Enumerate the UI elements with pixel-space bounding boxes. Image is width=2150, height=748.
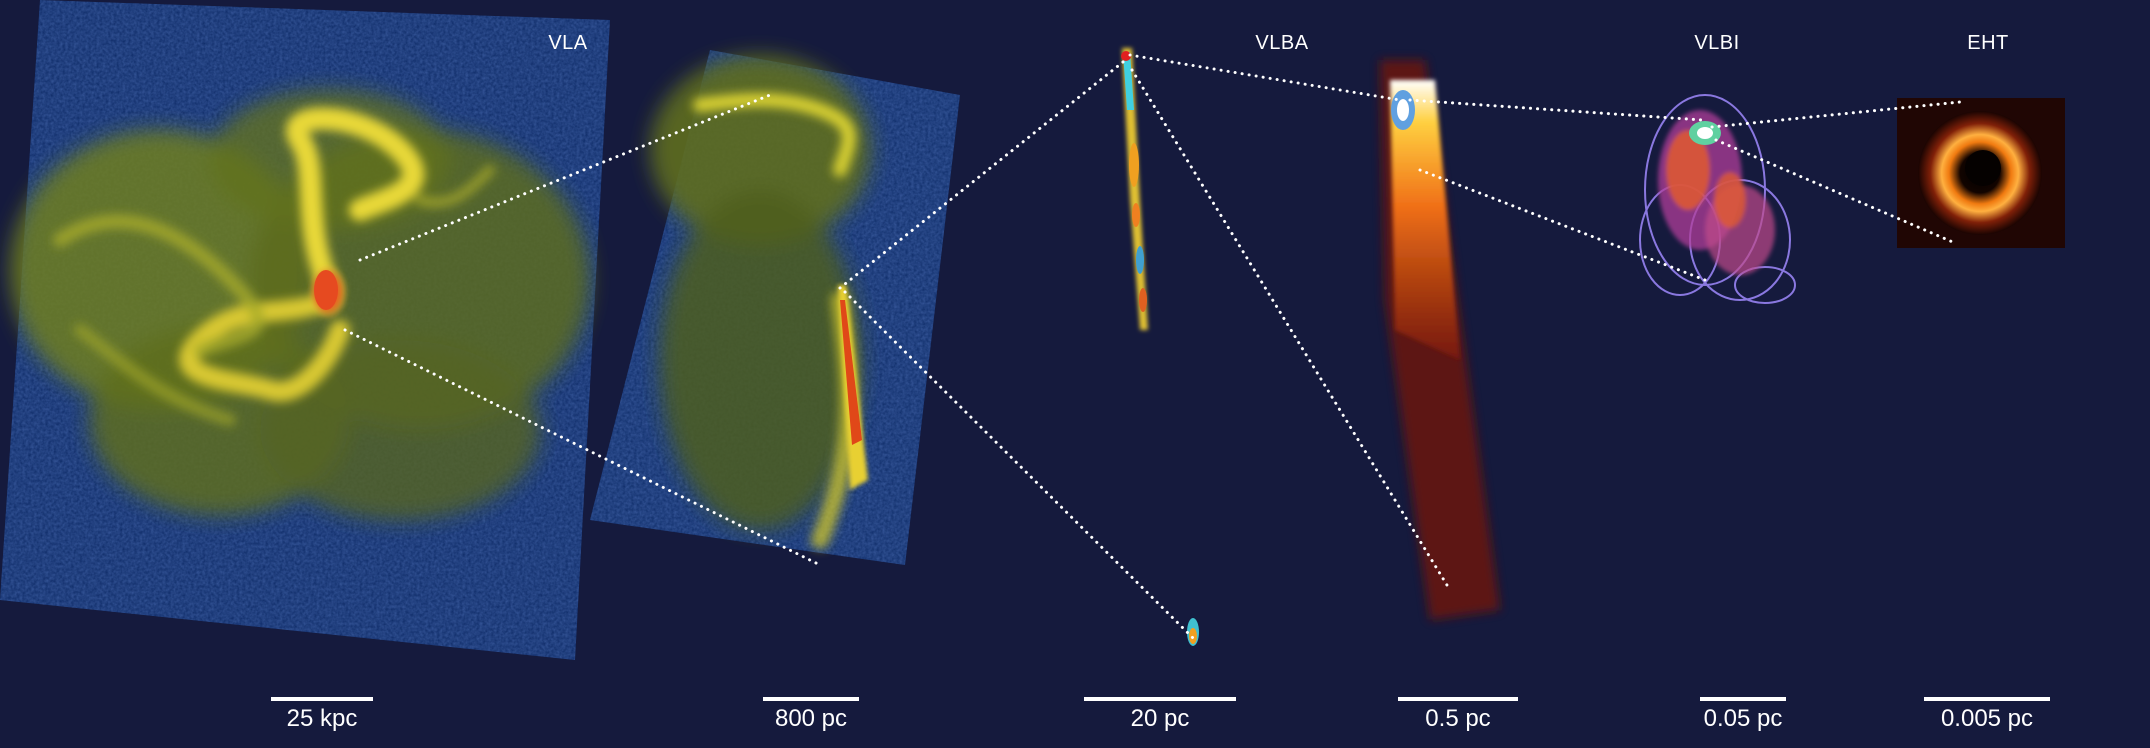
scale-bar-line	[1700, 697, 1786, 701]
vla-inner-panel	[590, 50, 960, 565]
scale-bar-25kpc: 25 kpc	[271, 697, 373, 733]
scale-bar-halfpc: 0.5 pc	[1398, 697, 1518, 733]
vla-wide-panel	[0, 0, 610, 660]
scale-bar-line	[1084, 697, 1236, 701]
scale-bar-label: 25 kpc	[286, 705, 358, 732]
scale-bar-line	[1924, 697, 2050, 701]
scale-bar-005pc: 0.05 pc	[1700, 697, 1786, 733]
scale-bar-800pc: 800 pc	[763, 697, 859, 733]
scale-bar-line	[763, 697, 859, 701]
scale-bar-0005pc: 0.005 pc	[1924, 697, 2050, 733]
zoom-connector-lines	[343, 53, 1962, 642]
vlba-halfpc-panel	[1380, 60, 1500, 620]
vlbi-panel	[1639, 94, 1796, 304]
scale-bar-20pc: 20 pc	[1084, 697, 1236, 733]
scale-bar-line	[271, 697, 373, 701]
label-eht: EHT	[1967, 32, 2009, 54]
scale-bar-line	[1398, 697, 1518, 701]
scale-bar-label: 0.05 pc	[1703, 705, 1783, 732]
scale-bar-label: 800 pc	[774, 705, 848, 732]
scale-bar-label: 0.5 pc	[1425, 705, 1491, 732]
label-vlba: VLBA	[1255, 32, 1309, 54]
vlba-20pc-panel	[1121, 48, 1199, 646]
eht-panel	[1897, 98, 2065, 248]
label-vlbi: VLBI	[1694, 32, 1740, 54]
scale-bar-label: 20 pc	[1130, 705, 1190, 732]
scale-bar-label: 0.005 pc	[1940, 705, 2034, 732]
label-vla: VLA	[548, 32, 588, 54]
